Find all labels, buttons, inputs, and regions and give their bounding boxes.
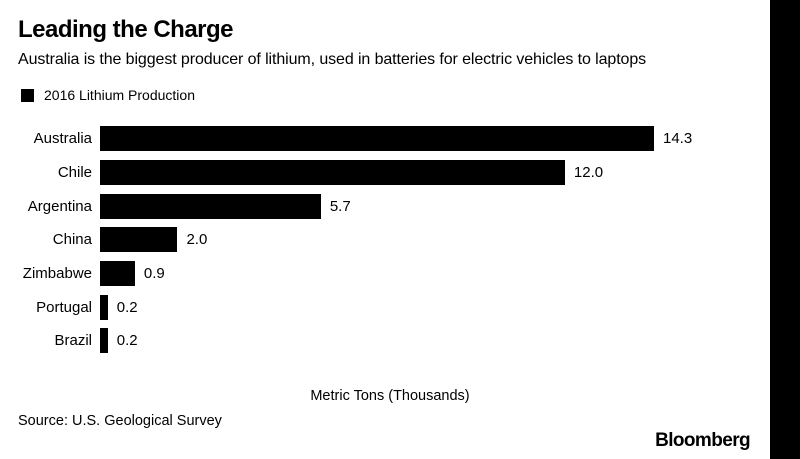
category-label: China	[52, 231, 92, 249]
category-label: Brazil	[54, 332, 92, 350]
bloomberg-logo: Bloomberg	[655, 430, 750, 451]
legend-swatch-icon	[21, 88, 34, 102]
value-label: 12.0	[573, 164, 604, 182]
value-label: 2.0	[186, 231, 208, 249]
bar	[100, 328, 108, 354]
value-label: 0.2	[116, 298, 138, 316]
category-label: Chile	[57, 164, 92, 182]
bar-row: Zimbabwe 0.9	[0, 257, 770, 291]
value-label: 0.9	[143, 265, 165, 283]
category-label: Argentina	[27, 197, 92, 215]
value-label: 14.3	[663, 130, 693, 148]
chart-subtitle: Australia is the biggest producer of lit…	[18, 51, 647, 68]
bar	[100, 261, 135, 287]
right-edge-strip	[770, 0, 800, 459]
bar	[100, 193, 321, 219]
bar	[100, 227, 178, 253]
bar-chart: Australia 14.3 Chile 12.0 Argentina 5.7 …	[0, 122, 770, 358]
category-label: Australia	[33, 130, 92, 148]
bar-row: China 2.0	[0, 223, 770, 257]
category-label: Zimbabwe	[22, 265, 92, 283]
value-label: 5.7	[329, 197, 351, 215]
category-label: Portugal	[36, 298, 92, 316]
bar-row: Brazil 0.2	[0, 324, 770, 358]
bar	[100, 160, 565, 186]
source-note: Source: U.S. Geological Survey	[18, 413, 222, 429]
value-label: 0.2	[116, 332, 138, 350]
x-axis-label: Metric Tons (Thousands)	[310, 388, 470, 404]
bar-row: Australia 14.3	[0, 122, 770, 156]
bar-row: Chile 12.0	[0, 156, 770, 190]
bar-row: Argentina 5.7	[0, 189, 770, 223]
legend-label: 2016 Lithium Production	[44, 87, 195, 103]
bar	[100, 294, 108, 320]
legend: 2016 Lithium Production	[21, 87, 195, 103]
bar-row: Portugal 0.2	[0, 290, 770, 324]
bar	[100, 126, 654, 152]
chart-title: Leading the Charge	[18, 16, 234, 43]
